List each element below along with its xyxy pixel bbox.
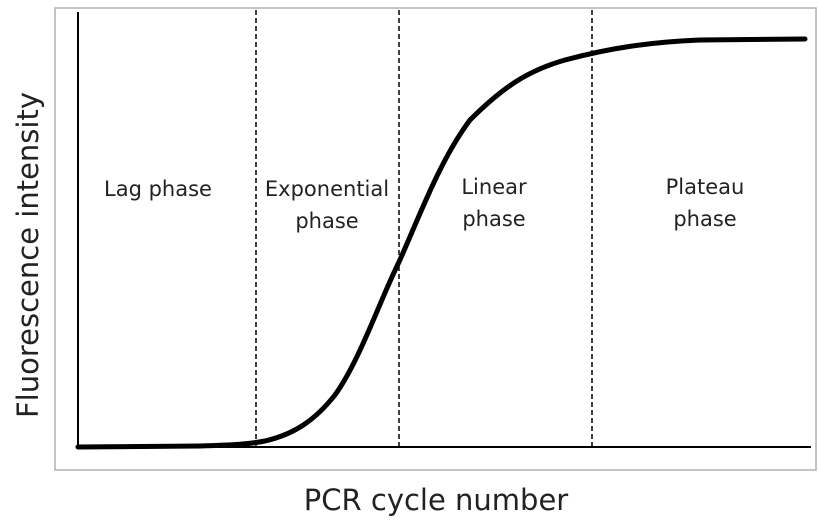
phase-label: phase bbox=[673, 207, 736, 231]
phase-label: Linear bbox=[461, 175, 527, 199]
phase-label: phase bbox=[295, 209, 358, 233]
x-axis-label: PCR cycle number bbox=[304, 483, 569, 517]
amplification-curve bbox=[75, 36, 808, 450]
phase-label: Plateau bbox=[666, 175, 745, 199]
phase-label: Exponential bbox=[265, 177, 389, 201]
phase-label: phase bbox=[462, 207, 525, 231]
y-axis-label: Fluorescence intensity bbox=[11, 92, 45, 418]
phase-labels: Lag phase Exponential phase Linear phase Plat… bbox=[104, 175, 744, 233]
phase-dividers bbox=[255, 10, 593, 447]
frame bbox=[54, 7, 817, 471]
phase-label: Lag phase bbox=[104, 177, 212, 201]
